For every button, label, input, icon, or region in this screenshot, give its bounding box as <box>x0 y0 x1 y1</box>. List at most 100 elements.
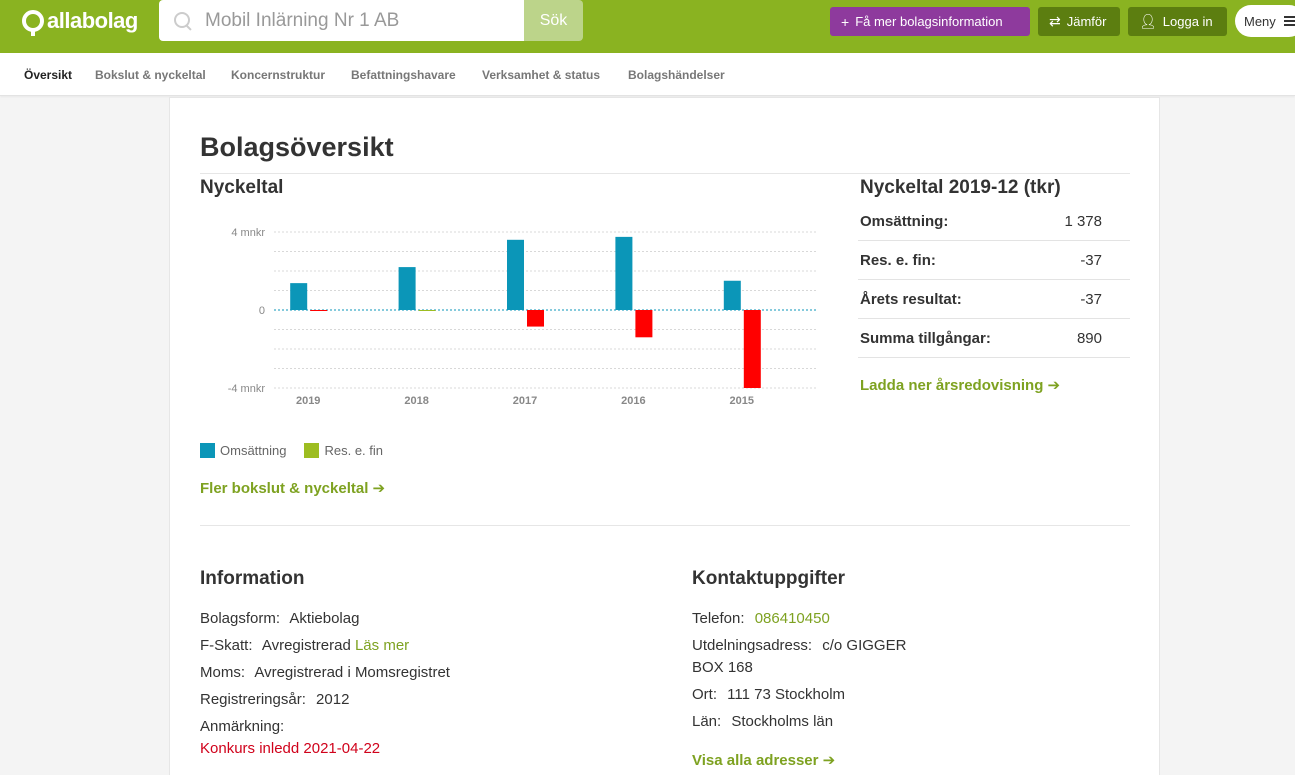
x-tick-label: 2019 <box>296 395 320 407</box>
top-header: allabolag Sök + Få mer bolagsinformation… <box>0 0 1295 53</box>
info-label: Anmärkning: <box>200 718 285 735</box>
download-annual-report-link[interactable]: Ladda ner årsredovisning ➔ <box>860 377 1061 394</box>
address-line-1: c/o GIGGER <box>822 637 907 654</box>
search-icon <box>173 11 193 31</box>
tab-oversikt[interactable]: Översikt <box>24 68 73 82</box>
y-tick-label: 0 <box>259 305 265 317</box>
row-label: Summa tillgångar: <box>860 329 991 347</box>
contact-phone: Telefon: 086410450 <box>692 608 1122 630</box>
address-line-2: BOX 168 <box>692 659 753 676</box>
tab-bokslut[interactable]: Bokslut & nyckeltal <box>95 68 206 82</box>
contact-county: Län: Stockholms län <box>692 711 1122 733</box>
bar-res-e-fin-2016 <box>635 310 653 338</box>
bar-oms-ttning-2016 <box>615 236 633 310</box>
row-label: Årets resultat: <box>860 290 962 308</box>
more-financials-link[interactable]: Fler bokslut & nyckeltal ➔ <box>200 480 386 497</box>
row-value: 1 378 <box>1064 212 1102 230</box>
all-addresses-link[interactable]: Visa alla adresser ➔ <box>692 752 836 769</box>
remark-value: Konkurs inledd 2021-04-22 <box>200 740 381 757</box>
y-tick-label: -4 mnkr <box>228 383 266 395</box>
logo-icon <box>22 10 44 36</box>
row-value: -37 <box>1080 251 1102 269</box>
bar-res-e-fin-2017 <box>527 310 544 327</box>
table-row: Årets resultat: -37 <box>858 280 1130 319</box>
bar-oms-ttning-2015 <box>723 280 741 310</box>
info-label: Bolagsform: <box>200 610 281 627</box>
information-heading: Information <box>200 568 305 589</box>
compare-label: Jämför <box>1066 14 1107 29</box>
info-remark: Anmärkning: Konkurs inledd 2021-04-22 <box>200 716 640 760</box>
table-row: Res. e. fin: -37 <box>858 241 1130 280</box>
x-tick-label: 2018 <box>404 395 428 407</box>
row-value: -37 <box>1080 290 1102 308</box>
legend-label-res-e-fin: Res. e. fin <box>324 443 384 458</box>
more-info-label: Få mer bolagsinformation <box>855 14 1003 29</box>
info-fskatt: F-Skatt: Avregistrerad Läs mer <box>200 635 640 657</box>
key-figures-table: Omsättning: 1 378 Res. e. fin: -37 Årets… <box>858 202 1130 358</box>
tab-verksamhet[interactable]: Verksamhet & status <box>482 68 601 82</box>
search-button[interactable]: Sök <box>524 0 583 41</box>
info-value: Avregistrerad <box>261 637 351 654</box>
plus-icon: + <box>841 13 850 30</box>
logo-text: allabolag <box>47 8 138 33</box>
legend-item-res-e-fin[interactable]: Res. e. fin <box>304 443 383 458</box>
info-label: F-Skatt: <box>200 637 253 654</box>
bar-res-e-fin-2019 <box>310 310 328 311</box>
legend-item-omsattning[interactable]: Omsättning <box>200 443 286 458</box>
info-value: 2012 <box>316 691 350 708</box>
contact-city: Ort: 111 73 Stockholm <box>692 684 1122 706</box>
page-title: Bolagsöversikt <box>200 132 394 162</box>
info-value: 111 73 Stockholm <box>727 686 846 703</box>
info-bolagsform: Bolagsform: Aktiebolag <box>200 608 640 630</box>
tab-befattningshavare[interactable]: Befattningshavare <box>351 68 456 82</box>
search-input[interactable] <box>205 9 505 32</box>
contact-list: Telefon: 086410450 Utdelningsadress: c/o… <box>692 608 1122 738</box>
compare-button[interactable]: ⇄ Jämför <box>1038 7 1120 36</box>
read-more-link[interactable]: Läs mer <box>354 637 410 654</box>
tab-koncernstruktur[interactable]: Koncernstruktur <box>231 68 326 82</box>
login-label: Logga in <box>1162 14 1213 29</box>
x-tick-label: 2015 <box>730 395 754 407</box>
menu-label: Meny <box>1244 13 1276 29</box>
info-label: Län: <box>692 713 722 730</box>
legend-swatch-omsattning <box>200 443 215 458</box>
legend-label-omsattning: Omsättning <box>220 443 287 458</box>
more-info-button[interactable]: + Få mer bolagsinformation <box>830 7 1030 36</box>
table-row: Summa tillgångar: 890 <box>858 319 1130 358</box>
key-figures-chart: 4 mnkr 0 -4 mnkr 2019 2018 2017 2016 2015 <box>228 227 816 407</box>
search-bar: Sök <box>159 0 583 41</box>
hamburger-icon <box>1283 16 1295 26</box>
key-figures-heading: Nyckeltal 2019-12 (tkr) <box>860 177 1061 198</box>
info-registration-year: Registreringsår: 2012 <box>200 689 640 711</box>
company-subnav: Översikt Bokslut & nyckeltal Koncernstru… <box>0 53 1295 96</box>
y-tick-label: 4 mnkr <box>231 227 265 239</box>
information-list: Bolagsform: Aktiebolag F-Skatt: Avregist… <box>200 608 640 765</box>
contact-heading: Kontaktuppgifter <box>692 568 846 589</box>
bar-res-e-fin-2018 <box>418 310 436 311</box>
menu-button[interactable]: Meny <box>1235 5 1295 37</box>
info-label: Moms: <box>200 664 245 681</box>
overview-card: Bolagsöversikt Nyckeltal 4 mnkr 0 -4 mnkr 2… <box>169 97 1160 775</box>
legend-swatch-res-e-fin <box>304 443 320 458</box>
title-divider <box>200 173 1130 174</box>
bar-oms-ttning-2018 <box>398 267 416 310</box>
allabolag-logo[interactable]: allabolag <box>22 8 138 36</box>
phone-link[interactable]: 086410450 <box>754 610 830 627</box>
chart-legend: Omsättning Res. e. fin <box>200 443 401 458</box>
info-value: Avregistrerad i Momsregistret <box>254 664 450 681</box>
bar-oms-ttning-2019 <box>290 283 308 310</box>
user-icon: 👤︎ <box>1139 13 1157 29</box>
info-label: Utdelningsadress: <box>692 637 813 654</box>
row-label: Omsättning: <box>860 212 949 230</box>
login-button[interactable]: 👤︎ Logga in <box>1128 7 1227 36</box>
info-label: Registreringsår: <box>200 691 306 708</box>
bar-res-e-fin-2015 <box>743 310 761 388</box>
info-moms: Moms: Avregistrerad i Momsregistret <box>200 662 640 684</box>
info-value: Aktiebolag <box>289 610 360 627</box>
x-tick-label: 2016 <box>621 395 645 407</box>
search-box <box>159 0 524 41</box>
chart-heading: Nyckeltal <box>200 177 284 198</box>
row-label: Res. e. fin: <box>860 251 936 269</box>
tab-bolagshandelser[interactable]: Bolagshändelser <box>628 68 725 82</box>
info-label: Telefon: <box>692 610 745 627</box>
